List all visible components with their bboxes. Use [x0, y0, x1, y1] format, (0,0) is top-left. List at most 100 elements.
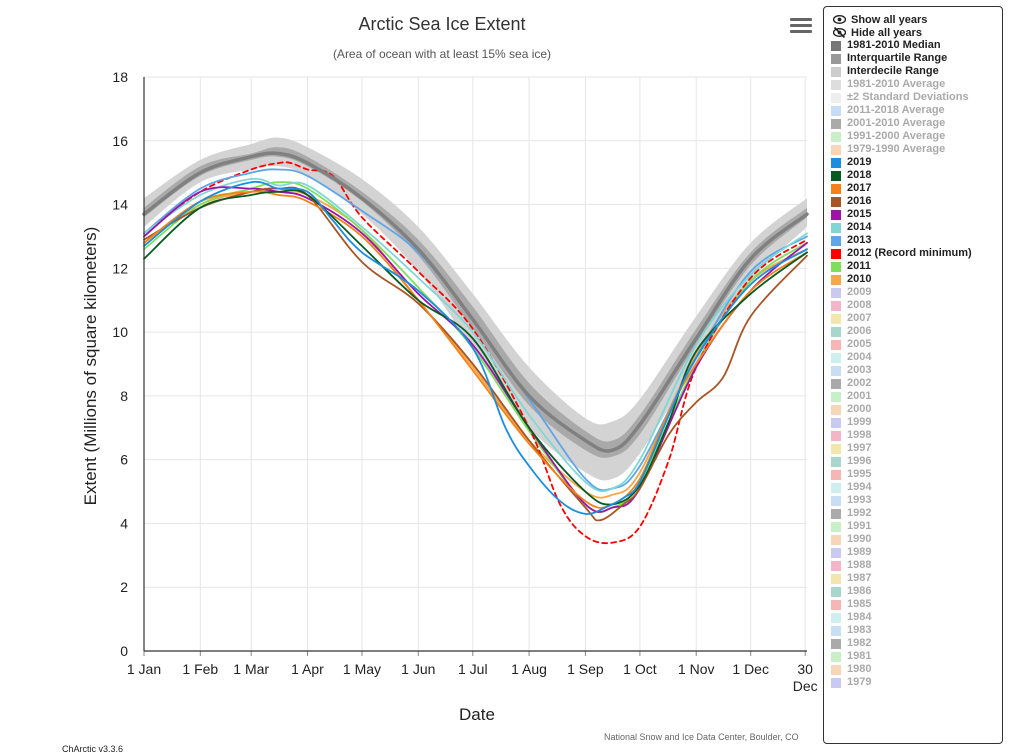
- legend-item-2019[interactable]: 2019: [831, 156, 1002, 169]
- legend-item-2012-record-minimum[interactable]: 2012 (Record minimum): [831, 247, 1002, 260]
- legend-item-2003[interactable]: 2003: [831, 364, 1002, 377]
- legend-items: 1981-2010 Median Interquartile Range Inter…: [831, 39, 1002, 689]
- legend-item-label: 2003: [847, 364, 872, 376]
- legend-item-2004[interactable]: 2004: [831, 351, 1002, 364]
- series-line-2014[interactable]: [143, 177, 808, 493]
- legend-item-1981-2010-median[interactable]: 1981-2010 Median: [831, 39, 1002, 52]
- legend-item-1995[interactable]: 1995: [831, 468, 1002, 481]
- legend-item-label: 1988: [847, 559, 872, 571]
- legend-item-1996[interactable]: 1996: [831, 455, 1002, 468]
- legend-item-label: 2013: [847, 234, 872, 246]
- legend-item-label: 1979-1990 Average: [847, 143, 946, 155]
- show-all-label: Show all years: [851, 13, 928, 26]
- legend-item-1981-2010-average[interactable]: 1981-2010 Average: [831, 78, 1002, 91]
- legend-item-label: 1979: [847, 676, 872, 688]
- legend-item-1989[interactable]: 1989: [831, 546, 1002, 559]
- hide-all-years-button[interactable]: Hide all years: [831, 26, 1002, 39]
- legend-item-1979[interactable]: 1979: [831, 676, 1002, 689]
- legend-item-label: 2018: [847, 169, 872, 181]
- legend-item-label: 2005: [847, 338, 872, 350]
- legend-item-1980[interactable]: 1980: [831, 663, 1002, 676]
- legend-item-label: 1987: [847, 572, 872, 584]
- legend-item-label: 2012 (Record minimum): [847, 247, 972, 259]
- legend-item-1982[interactable]: 1982: [831, 637, 1002, 650]
- chart-title: Arctic Sea Ice Extent: [358, 14, 525, 34]
- series-line-2015[interactable]: [143, 186, 808, 513]
- legend-swatch: [831, 456, 841, 467]
- legend-swatch: [831, 586, 841, 597]
- legend-swatch: [831, 521, 841, 532]
- series-line-2019[interactable]: [143, 180, 808, 515]
- series-line-1981-2010-median[interactable]: [142, 151, 809, 453]
- legend-item-1984[interactable]: 1984: [831, 611, 1002, 624]
- legend-item-label: 2001-2010 Average: [847, 117, 946, 129]
- legend-item-2000[interactable]: 2000: [831, 403, 1002, 416]
- hamburger-menu-icon[interactable]: [790, 18, 812, 36]
- legend-item-label: 2011: [847, 260, 871, 272]
- legend-swatch: [831, 378, 841, 389]
- legend-swatch: [831, 365, 841, 376]
- legend-item-label: Interdecile Range: [847, 65, 939, 77]
- legend-swatch: [831, 560, 841, 571]
- legend-item-2017[interactable]: 2017: [831, 182, 1002, 195]
- legend-item-1998[interactable]: 1998: [831, 429, 1002, 442]
- legend-item-2016[interactable]: 2016: [831, 195, 1002, 208]
- band-interdecile-range: [144, 137, 807, 481]
- legend-item-label: 2008: [847, 299, 872, 311]
- legend-swatch: [831, 222, 841, 233]
- legend-swatch: [831, 248, 841, 259]
- y-tick-label: 0: [120, 643, 128, 659]
- arctic-sea-ice-chart: Arctic Sea Ice Extent (Area of ocean wit…: [81, 14, 818, 724]
- y-tick-label: 14: [112, 197, 128, 213]
- legend-item-2010[interactable]: 2010: [831, 273, 1002, 286]
- legend-item-label: 1981-2010 Average: [847, 78, 946, 90]
- legend-item--2-standard-deviations[interactable]: ±2 Standard Deviations: [831, 91, 1002, 104]
- legend-item-2009[interactable]: 2009: [831, 286, 1002, 299]
- legend-item-1991-2000-average[interactable]: 1991-2000 Average: [831, 130, 1002, 143]
- legend-item-2002[interactable]: 2002: [831, 377, 1002, 390]
- legend-item-2001[interactable]: 2001: [831, 390, 1002, 403]
- x-tick-label: 1 Jan: [127, 661, 161, 677]
- legend-item-label: 2001: [847, 390, 872, 402]
- legend-swatch: [831, 66, 841, 77]
- legend-item-2011-2018-average[interactable]: 2011-2018 Average: [831, 104, 1002, 117]
- legend-swatch: [831, 53, 841, 64]
- y-tick-label: 6: [120, 452, 128, 468]
- legend-item-2018[interactable]: 2018: [831, 169, 1002, 182]
- legend-item-1983[interactable]: 1983: [831, 624, 1002, 637]
- series-line-2017[interactable]: [143, 190, 808, 509]
- legend-item-2007[interactable]: 2007: [831, 312, 1002, 325]
- legend-item-1992[interactable]: 1992: [831, 507, 1002, 520]
- legend-item-2008[interactable]: 2008: [831, 299, 1002, 312]
- legend-item-1979-1990-average[interactable]: 1979-1990 Average: [831, 143, 1002, 156]
- legend-item-1987[interactable]: 1987: [831, 572, 1002, 585]
- legend-item-2006[interactable]: 2006: [831, 325, 1002, 338]
- legend-item-1994[interactable]: 1994: [831, 481, 1002, 494]
- legend-item-2014[interactable]: 2014: [831, 221, 1002, 234]
- legend-item-interdecile-range[interactable]: Interdecile Range: [831, 65, 1002, 78]
- y-tick-label: 16: [112, 133, 128, 149]
- legend-item-1997[interactable]: 1997: [831, 442, 1002, 455]
- show-all-years-button[interactable]: Show all years: [831, 13, 1002, 26]
- legend-item-interquartile-range[interactable]: Interquartile Range: [831, 52, 1002, 65]
- legend-item-2005[interactable]: 2005: [831, 338, 1002, 351]
- legend-item-2013[interactable]: 2013: [831, 234, 1002, 247]
- legend-swatch: [831, 92, 841, 103]
- legend-item-1999[interactable]: 1999: [831, 416, 1002, 429]
- legend-item-1985[interactable]: 1985: [831, 598, 1002, 611]
- legend-swatch: [831, 183, 841, 194]
- legend-item-1991[interactable]: 1991: [831, 520, 1002, 533]
- legend-item-2001-2010-average[interactable]: 2001-2010 Average: [831, 117, 1002, 130]
- legend-swatch: [831, 352, 841, 363]
- legend-item-2011[interactable]: 2011: [831, 260, 1002, 273]
- legend-item-1993[interactable]: 1993: [831, 494, 1002, 507]
- legend-item-label: 2015: [847, 208, 872, 220]
- range-bands: [144, 137, 807, 481]
- legend-item-1990[interactable]: 1990: [831, 533, 1002, 546]
- legend-item-1986[interactable]: 1986: [831, 585, 1002, 598]
- legend-item-label: 2004: [847, 351, 872, 363]
- legend-item-label: 1986: [847, 585, 872, 597]
- legend-item-1988[interactable]: 1988: [831, 559, 1002, 572]
- legend-item-1981[interactable]: 1981: [831, 650, 1002, 663]
- legend-item-2015[interactable]: 2015: [831, 208, 1002, 221]
